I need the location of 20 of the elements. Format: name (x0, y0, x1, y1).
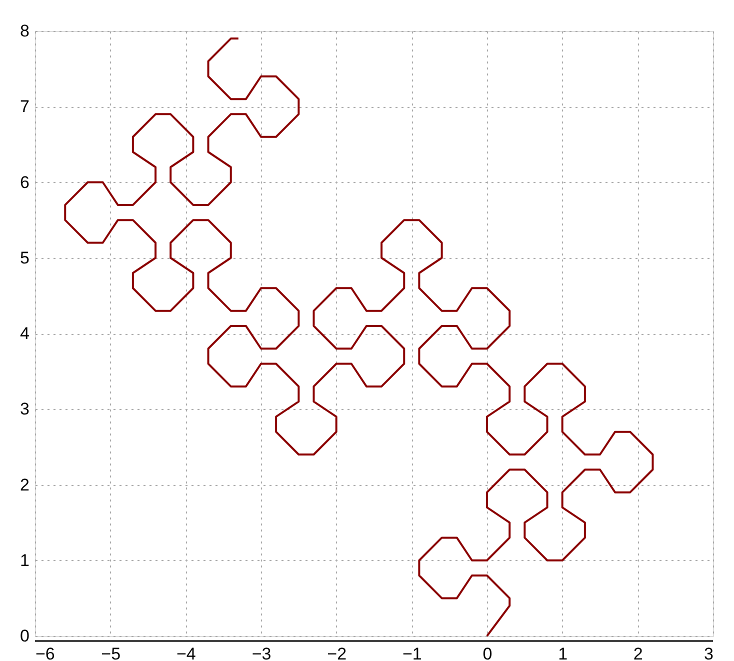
x-tick-label: −3 (252, 644, 272, 661)
y-tick-label: 4 (20, 324, 30, 343)
x-tick-label: −1 (402, 644, 422, 661)
x-tick-label: −2 (327, 644, 347, 661)
x-tick-label: 0 (482, 644, 492, 661)
x-tick-label: 3 (704, 644, 714, 661)
y-tick-label: 5 (20, 248, 30, 268)
y-tick-label: 2 (20, 475, 30, 494)
y-tick-label: 8 (20, 22, 30, 40)
x-tick-label: 2 (633, 644, 643, 661)
x-tick-label: −4 (176, 644, 196, 661)
y-tick-label: 1 (20, 550, 30, 570)
y-tick-label: 3 (20, 400, 30, 419)
y-tick-label: 6 (20, 172, 30, 192)
y-tick-label: 7 (20, 97, 30, 116)
x-tick-label: −6 (36, 644, 55, 661)
line-series (64, 38, 654, 637)
x-tick-label: 1 (558, 644, 568, 661)
x-tick-label: −5 (101, 644, 121, 661)
y-tick-label: 0 (20, 626, 30, 646)
